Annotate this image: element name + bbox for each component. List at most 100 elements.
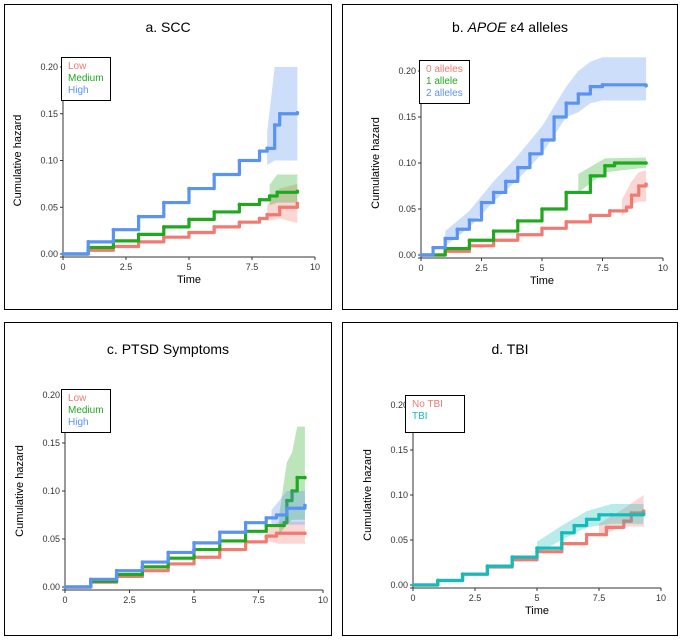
hazard-line [63,112,299,256]
series-2-alleles [419,57,648,257]
hazard-line-inner [413,513,645,586]
data-point [603,163,607,168]
chart-title: d. TBI [491,341,529,357]
data-point [264,534,269,538]
data-point [274,513,279,517]
data-point [257,216,262,221]
data-point [114,568,119,573]
data-point [528,152,532,156]
data-point [111,227,116,232]
data-point [609,513,614,517]
x-tick-label: 10 [318,595,328,605]
x-tick-label: 5 [191,595,196,605]
data-point [564,190,568,195]
data-point [257,149,262,153]
y-tick-label: 0.05 [40,202,58,212]
legend-item-tbi: TBI [412,411,428,422]
x-tick-label: 7.5 [596,263,609,273]
data-point [212,210,216,214]
data-point [535,546,539,550]
data-point [212,225,216,229]
hazard-line [63,190,299,256]
y-tick-label: 0.20 [390,400,408,410]
data-point [187,230,191,235]
x-tick-label: 7.5 [593,593,606,603]
data-point [552,115,556,119]
y-tick-label: 0.10 [40,156,58,166]
y-tick-label: 0.05 [42,534,60,544]
data-point [612,161,617,165]
data-point [237,220,242,225]
y-tick-label: 0.20 [40,62,58,72]
x-tick-label: 10 [310,262,320,272]
data-point [641,509,646,513]
legend: Low Medium High [61,57,111,101]
y-tick-label: 0.10 [42,486,60,496]
chart-svg: 0.00 0.05 0.10 0.15 0.20 0 2.5 5 7.5 10 Time Cumula… [370,57,668,287]
data-point [622,519,626,523]
data-point [290,489,294,493]
data-point [431,245,435,250]
legend-item-0-alleles: 0 alleles [426,64,463,75]
data-point [295,111,300,115]
data-point [540,138,544,142]
data-point [443,236,447,241]
y-axis-label: Cumulative hazard [370,117,382,209]
y-tick-label: 0.20 [398,66,416,76]
data-point [644,182,648,186]
data-point [162,235,166,239]
series-1-allele [419,157,648,257]
series-0-alleles [419,170,648,257]
data-point [411,583,415,587]
data-point [295,189,300,194]
data-point [584,517,589,522]
data-point [274,531,279,536]
data-point [516,165,520,170]
panel-d-tbi: d. TBI 0.00 0.05 0.10 0.15 0.20 0 2.5 5 7.5 10 Tim… [342,322,678,636]
data-point [597,513,601,517]
data-point [265,146,269,151]
x-axis-label: Time [530,275,554,287]
hazard-line-inner [421,162,647,256]
y-tick-label: 0.15 [42,438,60,448]
ci-band [578,157,647,193]
data-point [303,475,307,480]
data-point [485,564,490,568]
data-point [624,205,629,209]
y-tick-label: 0.15 [398,112,416,122]
legend-item-medium: Medium [68,405,104,416]
data-point [264,523,269,528]
series-medium [61,174,300,256]
y-tick-label: 0.15 [40,109,58,119]
data-point [604,525,609,530]
y-tick-label: 0.05 [390,535,408,545]
legend-item-1-allele: 1 allele [426,76,458,87]
data-point [588,174,593,178]
legend: Low Medium High [61,389,111,433]
data-point [89,577,93,582]
legend-item-low: Low [68,393,87,404]
data-point [187,186,191,191]
legend-item-low: Low [68,61,87,72]
chart-svg: 0.00 0.05 0.10 0.15 0.20 0 2.5 5 7.5 10 Time Cumula… [362,400,666,617]
data-point [243,520,248,525]
data-point [257,197,262,202]
data-point [275,190,280,195]
data-point [503,179,508,184]
data-point [295,201,300,206]
y-tick-label: 0.00 [390,580,408,590]
panel-b-apoe: b. APOE ε4 alleles 0.00 0.05 0.10 0.15 0.20 0… [342,4,678,310]
data-point [572,523,576,528]
x-tick-label: 2.5 [475,263,488,273]
data-point [479,200,484,205]
legend-item-high: High [68,85,89,96]
y-tick-label: 0.05 [398,204,416,214]
ci-band [621,170,647,217]
data-point [540,207,544,211]
chart-title: a. SCC [145,19,191,35]
data-point [644,161,648,165]
data-point [136,232,141,237]
x-axis-label: Time [177,274,201,286]
data-point [584,532,589,537]
x-tick-label: 5 [539,263,544,273]
